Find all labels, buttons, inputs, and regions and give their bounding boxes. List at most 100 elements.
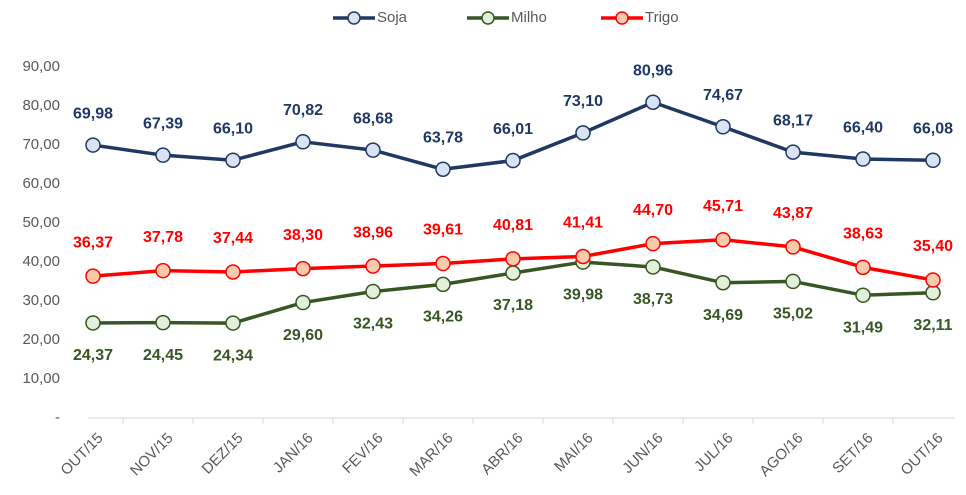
point [575,248,591,265]
data-label: 68,17 [773,112,813,129]
y-tick-label: 30,00 [22,292,60,309]
data-label: 43,87 [773,205,813,222]
data-label: 38,73 [633,291,673,308]
data-label: 73,10 [563,93,603,110]
point [855,151,871,167]
data-label: 37,44 [213,230,253,247]
legend-label: Trigo [645,9,679,26]
legend-label: Soja [377,9,408,26]
y-tick-label: 40,00 [22,253,60,270]
data-label: 32,11 [913,317,952,334]
data-label: 39,61 [423,222,463,239]
data-label: 34,69 [703,307,743,324]
data-label: 24,34 [213,347,253,364]
x-tick-label: JUN/16 [619,430,666,477]
point [785,273,801,290]
point [715,231,731,248]
legend-marker [347,11,361,25]
x-tick-label: SET/16 [829,430,876,477]
data-label: 44,70 [633,202,673,219]
y-tick-label: 90,00 [22,58,60,75]
point [155,147,171,163]
point [785,144,801,160]
data-label: 34,26 [423,309,463,326]
y-tick-label: 60,00 [22,175,60,192]
data-label: 38,63 [843,226,883,243]
data-label: 37,78 [143,229,183,246]
data-label: 40,81 [493,217,533,234]
x-tick-label: JAN/16 [270,430,317,477]
point [155,262,171,279]
point [715,274,731,291]
point [925,285,941,301]
point [225,152,241,168]
data-label: 24,45 [143,347,183,364]
y-tick-label: 50,00 [22,214,60,231]
x-tick-label: JUL/16 [691,430,737,476]
data-label: 39,98 [563,286,603,303]
x-tick-label: MAI/16 [551,430,597,476]
data-label: 31,49 [843,319,883,336]
data-label: 45,71 [703,198,743,215]
point [645,259,661,275]
point [785,239,801,255]
legend-marker [481,11,495,25]
point [225,315,241,331]
x-tick-label: ABR/16 [478,430,527,479]
data-label: 74,67 [703,87,743,104]
data-label: 38,30 [283,227,323,244]
point [365,258,381,274]
legend-label: Milho [511,9,547,26]
point [575,125,591,141]
data-label: 66,01 [493,121,533,138]
x-tick-label: MAR/16 [406,430,456,480]
point [435,255,451,272]
point [85,315,101,331]
point [85,137,101,153]
data-label: 70,82 [283,102,323,119]
point [295,134,311,150]
data-label: 37,18 [493,297,533,314]
data-label: 68,68 [353,110,393,127]
y-tick-label: - [55,409,60,426]
point [435,161,451,178]
point [505,152,521,169]
point [225,264,241,280]
y-tick-label: 20,00 [22,331,60,348]
y-tick-label: 70,00 [22,136,60,153]
data-label: 35,40 [913,238,953,255]
point [645,94,661,111]
data-label: 24,37 [73,347,113,364]
data-label: 66,08 [913,121,953,138]
point [715,119,731,135]
point [155,314,171,331]
point [645,235,661,252]
x-tick-label: FEV/16 [339,430,386,477]
data-label: 29,60 [283,327,323,344]
point [855,259,871,276]
data-label: 38,96 [353,224,393,241]
legend-marker [615,11,629,25]
y-tick-label: 80,00 [22,97,60,114]
data-label: 66,10 [213,120,253,137]
point [295,260,311,277]
x-tick-label: DEZ/15 [199,430,247,478]
point [925,272,941,288]
point [505,265,521,281]
point [505,251,521,267]
data-label: 66,40 [843,119,883,136]
data-label: 36,37 [73,234,113,251]
data-label: 69,98 [73,105,113,122]
x-tick-label: OUT/16 [897,430,946,479]
data-label: 35,02 [773,306,813,323]
point [295,294,311,311]
point [855,287,871,303]
x-tick-label: OUT/15 [57,430,106,479]
x-tick-label: NOV/15 [127,430,177,480]
y-tick-label: 10,00 [22,370,60,387]
point [365,283,381,300]
point [85,268,101,284]
data-label: 32,43 [353,316,393,333]
point [365,142,381,158]
